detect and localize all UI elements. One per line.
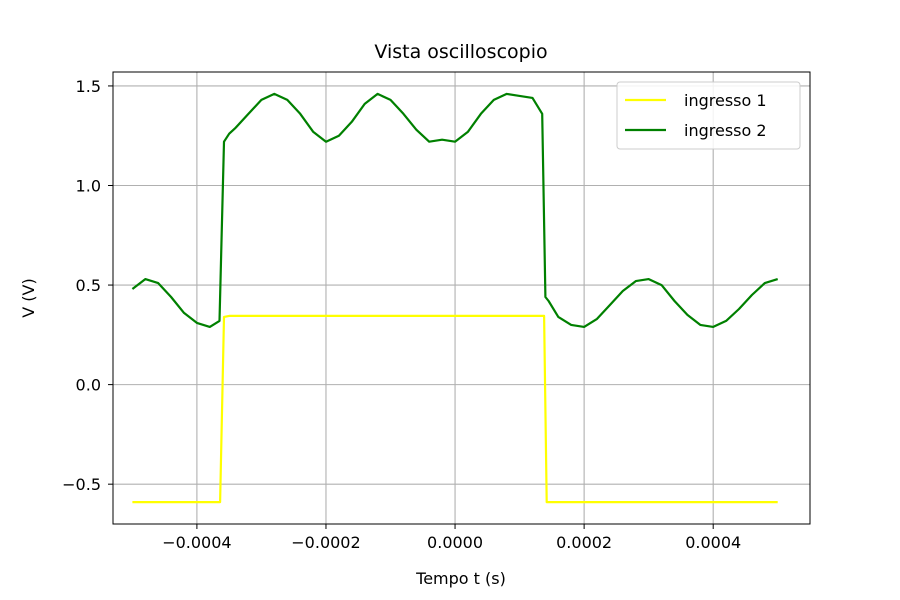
y-tick-label: 0.0: [76, 376, 101, 395]
y-tick-label: 1.0: [76, 176, 101, 195]
series-line-ingresso-1: [132, 314, 778, 504]
legend-label-ingresso-1: ingresso 1: [684, 91, 767, 110]
x-axis-title: Tempo t (s): [415, 569, 506, 588]
x-tick-label: −0.0004: [162, 533, 231, 552]
axis-ticks: −0.0004 −0.0002 0.0000 0.0002 0.0004 −0.5 0.0 0…: [62, 77, 741, 552]
plot-frame: [112, 71, 811, 525]
x-tick-label: 0.0004: [685, 533, 741, 552]
y-axis-title: V (V): [19, 278, 38, 317]
y-tick-label: −0.5: [62, 475, 101, 494]
y-tick-label: 1.5: [76, 77, 101, 96]
y-tick-label: 0.5: [76, 276, 101, 295]
legend: ingresso 1 ingresso 2: [616, 81, 801, 150]
x-tick-label: −0.0002: [291, 533, 360, 552]
series-line-ingresso-2: [131, 92, 779, 328]
x-tick-label: 0.0002: [556, 533, 612, 552]
chart-title: Vista oscilloscopio: [374, 41, 547, 63]
series-lines: [131, 92, 779, 504]
x-tick-label: 0.0000: [427, 533, 483, 552]
legend-label-ingresso-2: ingresso 2: [684, 121, 767, 140]
legend-box: [616, 81, 801, 150]
